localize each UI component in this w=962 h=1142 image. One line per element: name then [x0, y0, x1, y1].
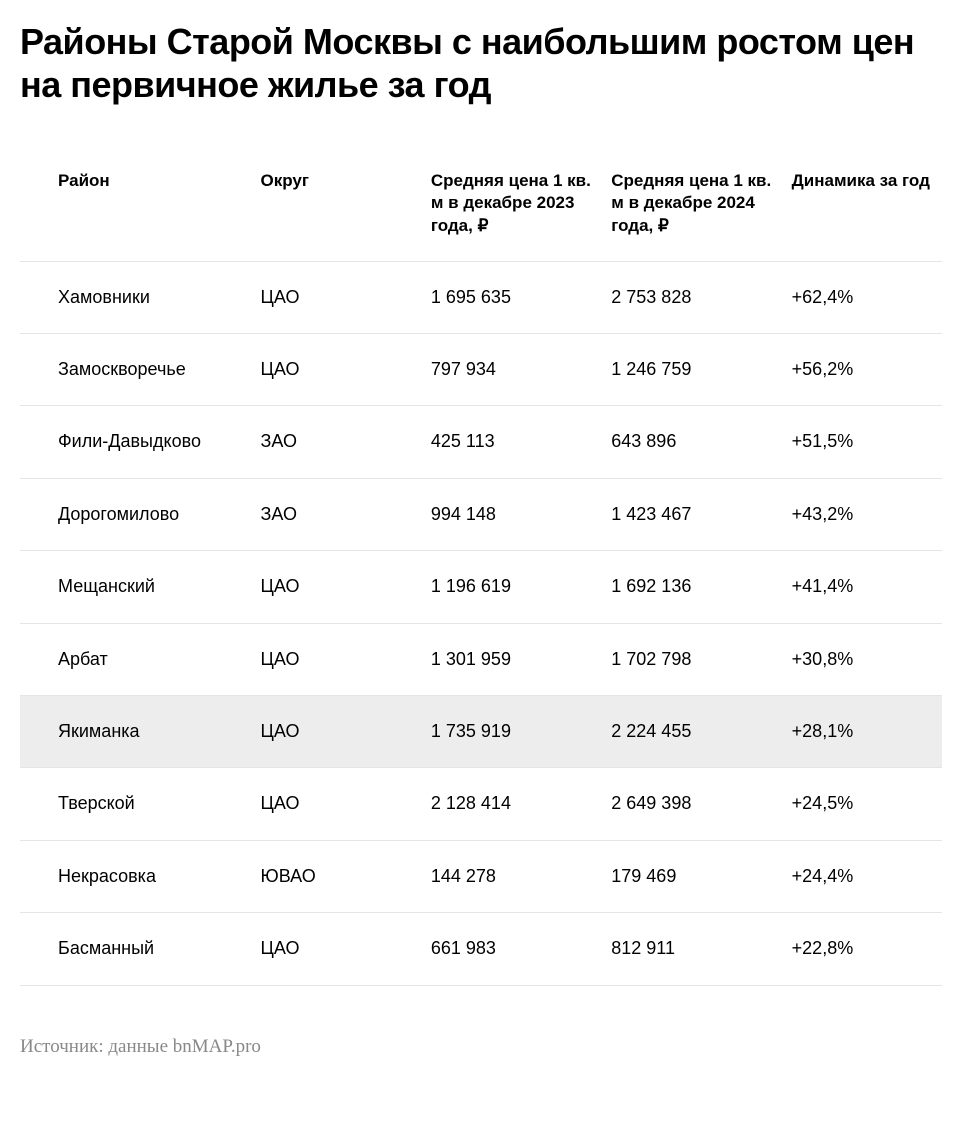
- cell-okrug: ЦАО: [261, 551, 431, 623]
- cell-dynamics: +51,5%: [792, 406, 942, 478]
- cell-price2024: 643 896: [611, 406, 791, 478]
- cell-price2023: 1 695 635: [431, 261, 611, 333]
- col-header-district: Район: [20, 146, 261, 261]
- cell-district: Некрасовка: [20, 840, 261, 912]
- cell-price2023: 425 113: [431, 406, 611, 478]
- cell-price2023: 1 196 619: [431, 551, 611, 623]
- cell-district: Мещанский: [20, 551, 261, 623]
- cell-price2023: 1 735 919: [431, 696, 611, 768]
- cell-dynamics: +56,2%: [792, 334, 942, 406]
- table-row: Фили-ДавыдковоЗАО425 113643 896+51,5%: [20, 406, 942, 478]
- cell-dynamics: +30,8%: [792, 623, 942, 695]
- cell-price2023: 797 934: [431, 334, 611, 406]
- table-row: ХамовникиЦАО1 695 6352 753 828+62,4%: [20, 261, 942, 333]
- table-row: БасманныйЦАО661 983812 911+22,8%: [20, 913, 942, 985]
- cell-price2024: 179 469: [611, 840, 791, 912]
- price-table: Район Округ Средняя цена 1 кв. м в декаб…: [20, 146, 942, 985]
- cell-dynamics: +24,4%: [792, 840, 942, 912]
- cell-price2024: 2 753 828: [611, 261, 791, 333]
- cell-dynamics: +24,5%: [792, 768, 942, 840]
- table-row: ЯкиманкаЦАО1 735 9192 224 455+28,1%: [20, 696, 942, 768]
- cell-okrug: ЦАО: [261, 334, 431, 406]
- col-header-dynamics: Динамика за год: [792, 146, 942, 261]
- cell-okrug: ЦАО: [261, 623, 431, 695]
- cell-okrug: ЦАО: [261, 913, 431, 985]
- cell-district: Арбат: [20, 623, 261, 695]
- cell-district: Хамовники: [20, 261, 261, 333]
- cell-price2024: 2 649 398: [611, 768, 791, 840]
- cell-dynamics: +43,2%: [792, 478, 942, 550]
- cell-price2024: 1 423 467: [611, 478, 791, 550]
- cell-dynamics: +62,4%: [792, 261, 942, 333]
- col-header-price2024: Средняя цена 1 кв. м в декабре 2024 года…: [611, 146, 791, 261]
- cell-price2024: 2 224 455: [611, 696, 791, 768]
- cell-okrug: ЗАО: [261, 478, 431, 550]
- col-header-price2023: Средняя цена 1 кв. м в декабре 2023 года…: [431, 146, 611, 261]
- cell-okrug: ЦАО: [261, 261, 431, 333]
- cell-price2023: 661 983: [431, 913, 611, 985]
- table-row: ЗамоскворечьеЦАО797 9341 246 759+56,2%: [20, 334, 942, 406]
- cell-district: Якиманка: [20, 696, 261, 768]
- cell-dynamics: +28,1%: [792, 696, 942, 768]
- cell-district: Басманный: [20, 913, 261, 985]
- cell-price2024: 1 246 759: [611, 334, 791, 406]
- source-citation: Источник: данные bnMAP.pro: [20, 1036, 942, 1058]
- cell-okrug: ЦАО: [261, 696, 431, 768]
- cell-dynamics: +41,4%: [792, 551, 942, 623]
- cell-district: Фили-Давыдково: [20, 406, 261, 478]
- cell-price2023: 994 148: [431, 478, 611, 550]
- cell-dynamics: +22,8%: [792, 913, 942, 985]
- cell-price2023: 2 128 414: [431, 768, 611, 840]
- cell-price2024: 1 692 136: [611, 551, 791, 623]
- table-row: НекрасовкаЮВАО144 278179 469+24,4%: [20, 840, 942, 912]
- price-table-container: Район Округ Средняя цена 1 кв. м в декаб…: [20, 146, 942, 985]
- table-row: АрбатЦАО1 301 9591 702 798+30,8%: [20, 623, 942, 695]
- table-row: ТверскойЦАО2 128 4142 649 398+24,5%: [20, 768, 942, 840]
- page-title: Районы Старой Москвы с наибольшим ростом…: [20, 20, 942, 106]
- table-row: ДорогомиловоЗАО994 1481 423 467+43,2%: [20, 478, 942, 550]
- cell-price2024: 812 911: [611, 913, 791, 985]
- cell-price2024: 1 702 798: [611, 623, 791, 695]
- cell-okrug: ЦАО: [261, 768, 431, 840]
- cell-district: Замоскворечье: [20, 334, 261, 406]
- cell-district: Дорогомилово: [20, 478, 261, 550]
- cell-price2023: 144 278: [431, 840, 611, 912]
- table-row: МещанскийЦАО1 196 6191 692 136+41,4%: [20, 551, 942, 623]
- cell-price2023: 1 301 959: [431, 623, 611, 695]
- table-body: ХамовникиЦАО1 695 6352 753 828+62,4%Замо…: [20, 261, 942, 985]
- table-header-row: Район Округ Средняя цена 1 кв. м в декаб…: [20, 146, 942, 261]
- cell-district: Тверской: [20, 768, 261, 840]
- col-header-okrug: Округ: [261, 146, 431, 261]
- cell-okrug: ЗАО: [261, 406, 431, 478]
- cell-okrug: ЮВАО: [261, 840, 431, 912]
